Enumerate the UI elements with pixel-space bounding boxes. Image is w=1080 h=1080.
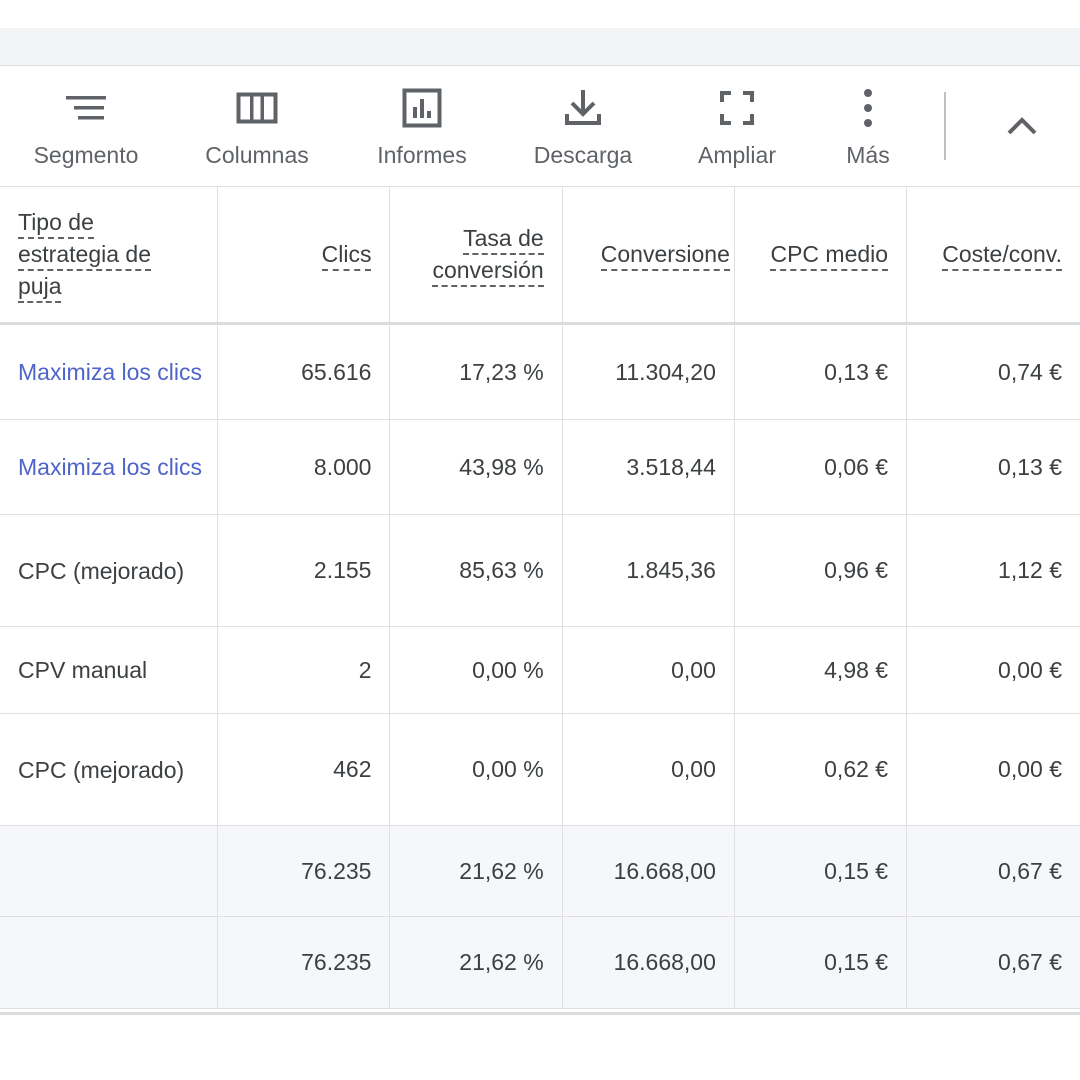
total-label-cell [0,825,218,917]
header-cost-per-conv[interactable]: Coste/conv. [906,186,1080,325]
header-conversions[interactable]: Conversione [561,186,735,325]
conv-rate-cell: 0,00 % [389,713,563,826]
cost-conv-cell: 0,13 € [906,419,1080,515]
avg-cpc-cell: 0,15 € [733,916,907,1009]
toolbar-separator [944,92,946,160]
bid-strategy-link[interactable]: Maximiza los clics [0,323,218,420]
clicks-cell: 76.235 [217,916,390,1009]
table-row: CPV manual 2 0,00 % 0,00 4,98 € 0,00 € [0,626,1080,714]
campaign-table: Tipo de estrategia de puja Clics Tasa de… [0,186,1080,1009]
total-row: 76.235 21,62 % 16.668,00 0,15 € 0,67 € [0,916,1080,1009]
conversions-cell: 16.668,00 [561,825,735,917]
table-row: Maximiza los clics 8.000 43,98 % 3.518,4… [0,419,1080,515]
columns-label: Columnas [205,142,309,168]
conv-rate-cell: 85,63 % [389,514,563,627]
avg-cpc-cell: 0,62 € [733,713,907,826]
conv-rate-cell: 21,62 % [389,916,563,1009]
bid-strategy-cell: CPC (mejorado) [0,713,218,826]
reports-button[interactable]: Informes [366,84,478,174]
avg-cpc-cell: 0,96 € [733,514,907,627]
conv-rate-cell: 43,98 % [389,419,563,515]
conversions-cell: 0,00 [561,713,735,826]
total-row: 76.235 21,62 % 16.668,00 0,15 € 0,67 € [0,825,1080,917]
clicks-cell: 76.235 [217,825,390,917]
fullscreen-icon [713,84,761,132]
clicks-cell: 65.616 [217,323,390,420]
clicks-cell: 2.155 [217,514,390,627]
table-bottom-border [0,1012,1080,1015]
conversions-cell: 3.518,44 [561,419,735,515]
table-header-row: Tipo de estrategia de puja Clics Tasa de… [0,186,1080,325]
download-label: Descarga [533,142,633,168]
cost-conv-cell: 0,00 € [906,626,1080,714]
download-icon [559,84,607,132]
table-toolbar: Segmento Columnas Informes Descarga Ampl… [0,66,1080,186]
more-button[interactable]: Más [836,84,900,174]
total-label-cell [0,916,218,1009]
table-row: CPC (mejorado) 2.155 85,63 % 1.845,36 0,… [0,514,1080,627]
segment-label: Segmento [33,142,139,168]
clicks-cell: 8.000 [217,419,390,515]
conversions-cell: 0,00 [561,626,735,714]
conv-rate-cell: 17,23 % [389,323,563,420]
bid-strategy-cell: CPC (mejorado) [0,514,218,627]
conversions-cell: 16.668,00 [561,916,735,1009]
avg-cpc-cell: 0,15 € [733,825,907,917]
collapse-button[interactable] [998,102,1046,150]
columns-icon [233,84,281,132]
header-avg-cpc[interactable]: CPC medio [733,186,907,325]
download-button[interactable]: Descarga [526,84,640,174]
header-conversion-rate[interactable]: Tasa de conversión [389,186,563,325]
table-row: Maximiza los clics 65.616 17,23 % 11.304… [0,323,1080,420]
top-band [0,28,1080,66]
conversions-cell: 11.304,20 [561,323,735,420]
cost-conv-cell: 1,12 € [906,514,1080,627]
header-bid-strategy[interactable]: Tipo de estrategia de puja [0,186,218,325]
header-clicks[interactable]: Clics [217,186,390,325]
more-label: Más [846,142,890,168]
avg-cpc-cell: 4,98 € [733,626,907,714]
table-row: CPC (mejorado) 462 0,00 % 0,00 0,62 € 0,… [0,713,1080,826]
conv-rate-cell: 21,62 % [389,825,563,917]
bid-strategy-link[interactable]: Maximiza los clics [0,419,218,515]
reports-label: Informes [377,142,467,168]
cost-conv-cell: 0,74 € [906,323,1080,420]
cost-conv-cell: 0,67 € [906,916,1080,1009]
conversions-cell: 1.845,36 [561,514,735,627]
clicks-cell: 2 [217,626,390,714]
conv-rate-cell: 0,00 % [389,626,563,714]
cost-conv-cell: 0,67 € [906,825,1080,917]
more-vert-icon [844,84,892,132]
filter-lines-icon [62,84,110,132]
expand-button[interactable]: Ampliar [688,84,786,174]
segment-button[interactable]: Segmento [26,84,146,174]
cost-conv-cell: 0,00 € [906,713,1080,826]
columns-button[interactable]: Columnas [196,84,318,174]
bar-chart-icon [398,84,446,132]
avg-cpc-cell: 0,06 € [733,419,907,515]
bid-strategy-cell: CPV manual [0,626,218,714]
clicks-cell: 462 [217,713,390,826]
expand-label: Ampliar [698,142,776,168]
divider [0,65,1080,66]
avg-cpc-cell: 0,13 € [733,323,907,420]
chevron-up-icon [1007,117,1037,135]
